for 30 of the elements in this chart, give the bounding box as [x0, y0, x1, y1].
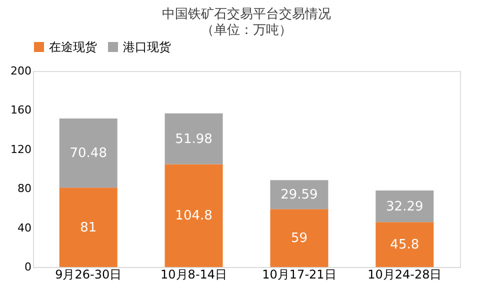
bar: [270, 209, 328, 267]
y-tick-label: 0: [24, 260, 32, 274]
y-tick-label: 120: [10, 142, 32, 156]
bar: [376, 190, 434, 222]
data-label: 32.29: [386, 199, 424, 214]
legend-label: 在途现货: [49, 40, 97, 54]
chart-title: 中国铁矿石交易平台交易情况: [162, 6, 331, 22]
data-label: 45.8: [390, 238, 420, 253]
y-tick-label: 80: [18, 182, 32, 196]
chart-subtitle: （单位：万吨）: [201, 23, 292, 38]
x-tick-label: 10月8-14日: [160, 268, 228, 282]
bar: [164, 164, 223, 267]
data-label: 59: [290, 231, 308, 246]
x-tick-label: 10月17-21日: [262, 268, 336, 282]
x-tick-label: 9月26-30日: [55, 268, 122, 282]
x-tick-label: 10月24-28日: [368, 268, 442, 282]
legend-label: 港口现货: [123, 40, 171, 54]
data-label: 104.8: [175, 208, 212, 224]
bar: [164, 113, 223, 164]
bar: [376, 222, 434, 267]
y-tick-label: 160: [10, 104, 32, 117]
data-label: 70.48: [70, 146, 107, 162]
data-label: 29.59: [280, 188, 318, 203]
data-label: 81: [80, 220, 97, 236]
bar: [59, 188, 118, 267]
y-tick-label: 40: [18, 221, 32, 234]
bar: [270, 180, 328, 210]
y-tick-label: 200: [10, 64, 32, 78]
bar: [59, 118, 118, 188]
data-label: 51.98: [175, 132, 212, 147]
